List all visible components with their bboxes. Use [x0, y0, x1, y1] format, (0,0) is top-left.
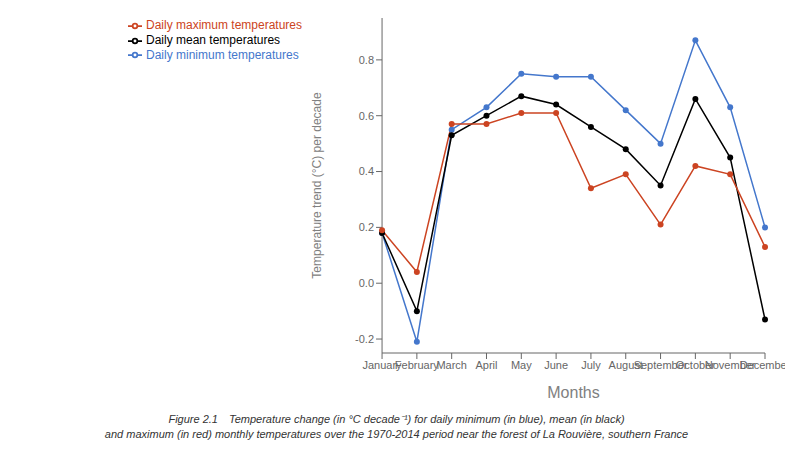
- svg-text:September: September: [633, 358, 688, 371]
- svg-text:Months: Months: [547, 384, 599, 401]
- svg-text:0.4: 0.4: [359, 165, 374, 177]
- svg-text:April: April: [475, 359, 497, 371]
- svg-text:August: August: [608, 358, 643, 371]
- svg-text:December: December: [740, 359, 785, 371]
- html-text:Daily mean temperatures: Daily mean temperatures: [146, 32, 281, 47]
- svg-text:November: November: [704, 358, 756, 371]
- svg-text:January: January: [362, 358, 402, 371]
- svg-text:Temperature trend (°C) per dec: Temperature trend (°C) per decade: [310, 92, 324, 279]
- svg-text:-0.2: -0.2: [355, 333, 374, 345]
- svg-text:0.2: 0.2: [359, 221, 374, 233]
- svg-text:May: May: [511, 359, 532, 371]
- html-text:and maximum (in red) monthly t: and maximum (in red) monthly temperature…: [104, 428, 689, 440]
- svg-text:June: June: [544, 359, 568, 371]
- html-text:Daily minimum temperatures: Daily minimum temperatures: [146, 47, 299, 62]
- svg-text:0.8: 0.8: [359, 54, 374, 66]
- svg-text:March: March: [436, 359, 467, 371]
- svg-text:July: July: [581, 359, 601, 371]
- svg-text:0.0: 0.0: [359, 277, 374, 289]
- svg-text:0.6: 0.6: [359, 110, 374, 122]
- svg-text:October: October: [675, 358, 715, 371]
- html-text:Figure 2.1 Temperature change: Figure 2.1 Temperature change (in °C dec…: [168, 413, 625, 425]
- svg-text:February: February: [395, 359, 440, 371]
- html-text:Daily maximum temperatures: Daily maximum temperatures: [146, 18, 302, 32]
